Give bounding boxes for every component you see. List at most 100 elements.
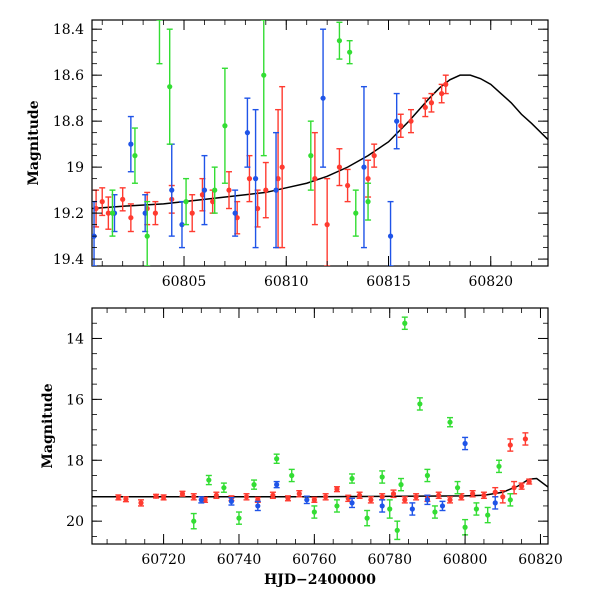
data-point — [274, 456, 280, 462]
data-point — [349, 500, 355, 506]
data-point — [462, 524, 468, 530]
data-point — [252, 176, 259, 182]
data-point — [222, 123, 228, 129]
data-point — [234, 215, 240, 221]
data-point — [368, 497, 374, 503]
data-point — [273, 187, 279, 193]
data-point — [115, 494, 121, 501]
data-point — [379, 474, 385, 480]
data-point — [522, 436, 528, 442]
x-tick-label: 60800 — [443, 552, 488, 568]
data-point — [210, 199, 216, 205]
data-point — [417, 401, 423, 407]
data-point — [228, 498, 235, 504]
y-tick-label: 16 — [66, 392, 84, 408]
x-tick-label: 60780 — [367, 552, 412, 568]
data-point — [191, 494, 197, 500]
x-tick-label: 60815 — [366, 274, 411, 290]
data-point — [371, 153, 377, 159]
data-point — [169, 187, 175, 193]
data-point — [261, 72, 267, 78]
data-point — [132, 153, 138, 159]
data-point — [213, 492, 219, 498]
data-point — [311, 497, 317, 503]
data-point — [274, 482, 280, 488]
data-point — [304, 497, 310, 503]
y-tick-label: 18 — [66, 453, 84, 469]
top-model-curve — [92, 74, 548, 210]
data-point — [500, 494, 506, 500]
data-point — [255, 205, 261, 212]
data-point — [275, 176, 281, 182]
data-point — [320, 95, 326, 101]
series-0-points — [115, 432, 533, 507]
data-point — [394, 527, 400, 533]
data-point — [443, 81, 449, 87]
top-plot-frame — [91, 19, 549, 267]
data-point — [347, 49, 353, 55]
data-point — [243, 494, 250, 500]
data-point — [255, 503, 261, 509]
data-point — [447, 419, 453, 425]
y-tick-label: 19.2 — [53, 206, 84, 222]
data-point — [236, 515, 242, 521]
data-point — [212, 187, 218, 193]
series-1-points — [198, 436, 499, 516]
bottom-y-axis-label: Magnitude — [40, 383, 56, 468]
data-point — [336, 38, 343, 44]
data-point — [485, 512, 491, 518]
data-point — [402, 320, 408, 326]
series-2-points — [109, 4, 372, 266]
data-point — [105, 210, 111, 216]
data-point — [157, 4, 162, 9]
data-point — [492, 489, 498, 495]
data-point — [199, 192, 206, 198]
data-point — [345, 495, 351, 501]
data-point — [128, 141, 134, 147]
data-point — [167, 84, 173, 90]
bottom-data-points — [115, 316, 533, 541]
data-point — [356, 492, 363, 498]
data-point — [246, 176, 253, 182]
data-point — [334, 503, 340, 509]
series-1-points — [92, 28, 400, 266]
x-tick-label: 60720 — [141, 552, 186, 568]
data-point — [428, 100, 435, 106]
top-panel: 60805 60810 60815 60820 18.4 18.6 18.8 19 19.2 19… — [26, 4, 549, 290]
data-point — [198, 497, 204, 503]
data-point — [439, 503, 446, 509]
data-point — [311, 509, 317, 515]
data-point — [279, 164, 285, 170]
data-point — [153, 493, 159, 499]
data-point — [470, 491, 476, 497]
data-point — [413, 494, 419, 500]
data-point — [232, 210, 238, 216]
data-point — [251, 482, 257, 488]
data-point — [244, 130, 251, 136]
x-tick-label: 60820 — [468, 274, 513, 290]
data-point — [511, 485, 517, 491]
bottom-model-curve — [92, 477, 548, 498]
data-point — [285, 495, 291, 501]
data-point — [492, 500, 498, 506]
data-point — [379, 503, 385, 509]
data-point — [144, 233, 150, 239]
data-point — [120, 196, 126, 202]
data-point — [179, 222, 185, 228]
data-point — [387, 506, 393, 512]
data-point — [507, 442, 513, 448]
y-tick-label: 18.8 — [53, 114, 84, 130]
data-point — [345, 182, 351, 189]
data-point — [424, 497, 431, 503]
data-point — [270, 492, 276, 498]
model-curve-line — [92, 477, 548, 498]
data-point — [183, 199, 189, 205]
data-point — [179, 491, 186, 497]
top-y-axis-label: Magnitude — [26, 100, 42, 185]
data-point — [454, 485, 461, 491]
x-tick-label: 60805 — [162, 274, 207, 290]
data-point — [349, 475, 355, 482]
x-tick-label: 60820 — [518, 552, 563, 568]
data-point — [496, 463, 502, 469]
